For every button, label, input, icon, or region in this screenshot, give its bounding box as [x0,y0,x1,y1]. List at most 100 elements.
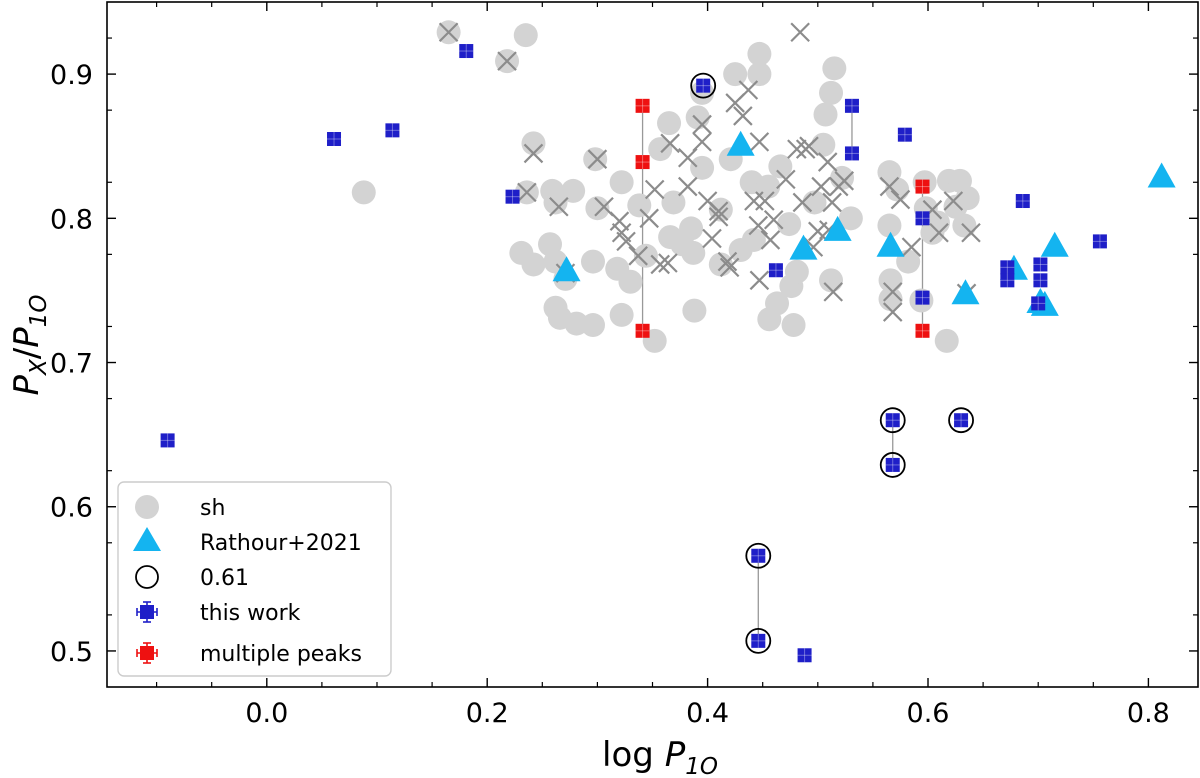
sh-point [822,56,847,81]
this-work-point [1031,296,1046,311]
sh-cross-point [644,179,665,200]
sh-cross-point [438,22,459,43]
multiple-peaks-point [635,98,650,113]
this-work-point [954,413,969,428]
rathour-point [823,215,852,241]
sh-point [585,196,610,221]
legend: sh Rathour+2021 0.61 this work multiple … [117,481,392,677]
this-work-point [696,78,711,93]
legend-sh-label: sh [200,496,225,521]
this-work-point [915,290,930,305]
sh-cross-point [658,253,678,273]
sh-point [819,268,844,293]
sh-cross-point [879,176,900,197]
this-work-point [160,433,175,448]
ring-point [879,452,906,478]
legend-sh-marker [135,495,159,519]
sh-point [813,102,838,127]
this-work-point [915,211,930,226]
sh-point [561,178,586,203]
this-work-point [1000,260,1015,275]
sh-cross-point [749,132,770,152]
sh-cross-point [733,106,753,126]
legend-rathour-label: Rathour+2021 [200,531,362,556]
sh-cross-point [692,114,712,135]
sh-point [583,147,608,172]
sh-cross-point [738,80,759,100]
x-tick-label: 0.2 [466,698,509,729]
ring-series [690,72,974,654]
sh-point [661,190,686,215]
this-work-point [844,98,859,113]
sh-point [521,131,546,156]
y-tick-label: 0.8 [50,204,93,235]
legend-rathour-marker [133,527,161,551]
multiple-peaks-point [915,179,930,194]
sh-cross-point [748,215,769,236]
sh-point [690,155,715,180]
sh-cross-point [776,169,796,190]
sh-cross-point [692,132,712,152]
sh-cross-point [587,149,608,169]
this-work-point [1033,273,1048,288]
y-tick-label: 0.6 [50,493,93,524]
sh-cross-point [929,222,949,243]
sh-point [627,193,652,218]
y-axis-title: PX/P1O [7,294,52,395]
sh-cross-point [790,22,810,43]
sh-point [521,252,546,277]
sh-cross-point [822,192,842,213]
rathour-point [951,279,980,305]
legend-multiple-peaks-marker [136,642,158,664]
sh-point [723,62,748,87]
this-work-point [885,413,900,428]
link-lines [641,105,924,641]
sh-cross-point [497,51,517,71]
sh-point [513,23,538,48]
sh-cross-point [890,189,911,210]
sh-cross-point [755,191,775,211]
sh-cross-point [763,209,784,230]
sh-cross-point [760,230,781,250]
y-tick-label: 0.9 [50,60,93,91]
sh-point [784,259,809,284]
ring-point [879,407,906,434]
sh-point [351,180,376,205]
sh-point [609,170,634,195]
this-work-series [160,44,1107,663]
rathour-point [726,130,755,156]
sh-cross-point [717,251,738,272]
sh-point [934,328,959,353]
sh-point [747,41,772,66]
sh-cross-point [811,176,831,197]
sh-point [885,177,910,202]
multiple-peaks-point [635,155,650,170]
sh-cross-point [834,171,855,191]
sh-point [679,216,704,241]
this-work-point [751,548,766,563]
sh-cross-point [882,302,903,322]
sh-cross-series [438,22,981,322]
legend-multiple-peaks-label: multiple peaks [200,642,362,667]
this-work-point [897,127,912,142]
x-tick-label: 0.8 [1127,698,1170,729]
sh-cross-point [660,133,680,154]
x-tick-label: 0.0 [245,698,288,729]
sh-point [777,212,802,237]
sh-cross-point [787,139,807,159]
multiple-peaks-point [635,323,650,338]
sh-point [657,111,682,136]
sh-cross-point [943,191,964,211]
sh-cross-point [708,201,729,221]
sh-series [351,20,980,353]
sh-cross-point [677,176,698,197]
this-work-point [459,44,474,59]
sh-cross-point [702,228,722,249]
sh-cross-point [882,282,903,302]
ring-point [745,627,772,654]
legend-box [117,481,392,677]
legend-ring-label: 0.61 [200,566,249,591]
y-tick-label: 0.7 [50,349,93,380]
sh-point [685,105,710,130]
